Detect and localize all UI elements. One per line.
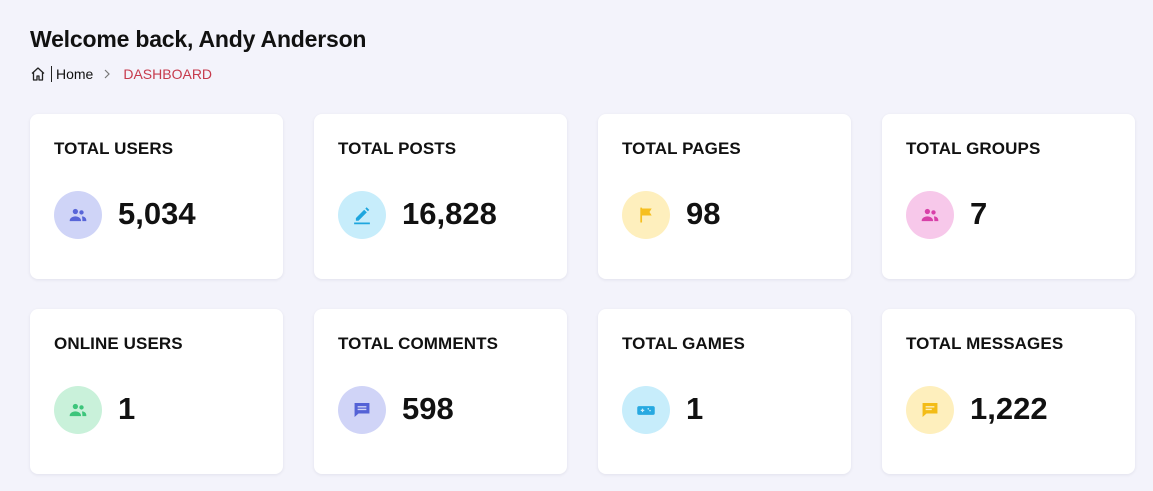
stat-card: ONLINE USERS 1 xyxy=(30,309,283,474)
page-title: Welcome back, Andy Anderson xyxy=(30,26,367,52)
home-icon[interactable] xyxy=(30,66,46,82)
stat-value: 16,828 xyxy=(402,196,497,231)
stat-label: TOTAL POSTS xyxy=(338,139,457,158)
icon-background xyxy=(906,191,954,239)
stat-icon xyxy=(622,386,670,434)
stat-icon xyxy=(338,386,386,434)
stat-icon xyxy=(906,191,954,239)
stat-icon xyxy=(338,191,386,239)
icon-glyph xyxy=(921,208,939,222)
icon-glyph xyxy=(69,403,87,417)
breadcrumb: Home DASHBOARD xyxy=(30,64,212,84)
stat-card: TOTAL GROUPS 7 xyxy=(882,114,1135,279)
icon-glyph xyxy=(637,406,655,415)
stat-icon xyxy=(54,191,102,239)
icon-glyph xyxy=(640,207,652,223)
stat-label: TOTAL COMMENTS xyxy=(338,334,499,353)
stat-value: 1 xyxy=(118,391,136,426)
stat-value: 1,222 xyxy=(970,391,1048,426)
icon-background xyxy=(338,386,386,434)
breadcrumb-current: DASHBOARD xyxy=(123,66,213,82)
stat-card: TOTAL COMMENTS 598 xyxy=(314,309,567,474)
stat-value: 598 xyxy=(402,391,454,426)
icon-background xyxy=(906,386,954,434)
icon-background xyxy=(54,386,102,434)
stat-value: 1 xyxy=(686,391,704,426)
stat-label: TOTAL PAGES xyxy=(622,139,741,158)
icon-background xyxy=(54,191,102,239)
icon-glyph xyxy=(69,208,87,222)
stat-card: TOTAL MESSAGES 1,222 xyxy=(882,309,1135,474)
stat-icon xyxy=(54,386,102,434)
stat-card: TOTAL USERS 5,034 xyxy=(30,114,283,279)
breadcrumb-home[interactable]: Home xyxy=(56,66,94,82)
icon-glyph xyxy=(922,403,938,417)
stat-icon xyxy=(906,386,954,434)
stat-label: TOTAL MESSAGES xyxy=(906,334,1064,353)
separator xyxy=(51,66,52,82)
stat-value: 98 xyxy=(686,196,721,231)
stat-label: ONLINE USERS xyxy=(54,334,183,353)
icon-glyph xyxy=(354,403,370,417)
stat-card: TOTAL POSTS 16,828 xyxy=(314,114,567,279)
stat-label: TOTAL GAMES xyxy=(622,334,745,353)
stat-icon xyxy=(622,191,670,239)
icon-glyph xyxy=(354,207,370,225)
chevron xyxy=(104,69,111,79)
stat-card: TOTAL GAMES 1 xyxy=(598,309,851,474)
stat-value: 7 xyxy=(970,196,988,231)
stat-value: 5,034 xyxy=(118,196,196,231)
stat-label: TOTAL GROUPS xyxy=(906,139,1041,158)
stat-card: TOTAL PAGES 98 xyxy=(598,114,851,279)
stat-label: TOTAL USERS xyxy=(54,139,174,158)
